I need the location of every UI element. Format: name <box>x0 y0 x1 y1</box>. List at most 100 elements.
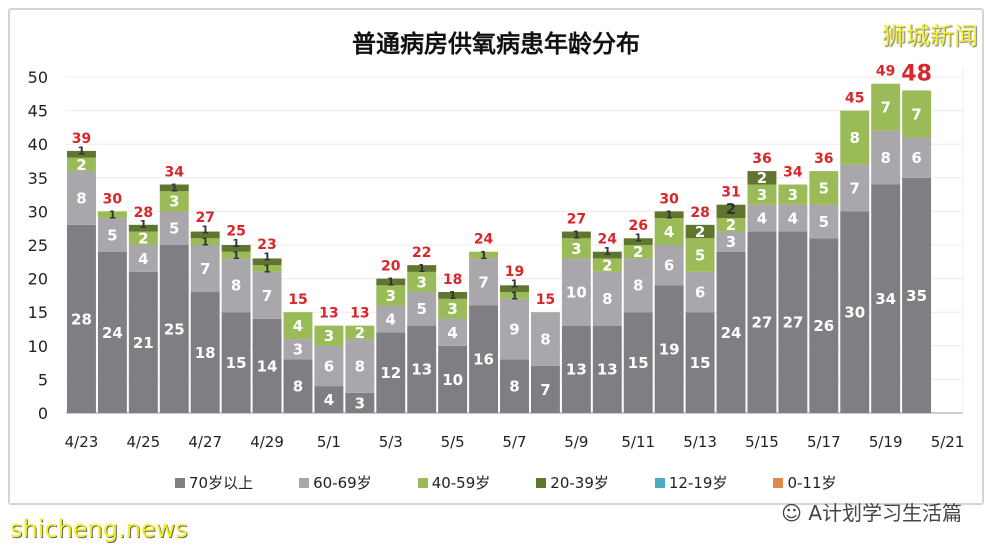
x-tick-label: 5/9 <box>564 433 588 451</box>
data-label: 24 <box>102 324 123 342</box>
legend-item: 20-39岁 <box>536 472 609 493</box>
data-label: 4 <box>386 310 396 328</box>
data-label: 2 <box>138 230 148 248</box>
data-label: 7 <box>262 287 272 305</box>
data-label: 2 <box>695 223 705 241</box>
bar-segment <box>623 245 653 259</box>
total-label: 28 <box>690 205 709 221</box>
bar-segment <box>592 258 622 272</box>
bar-segment <box>438 318 468 346</box>
bar-segment <box>128 224 158 232</box>
data-label: 1 <box>78 144 86 157</box>
data-label: 7 <box>850 179 860 197</box>
data-label: 15 <box>226 354 247 372</box>
bar-segment <box>902 177 932 413</box>
data-label: 25 <box>164 320 185 338</box>
total-label: 31 <box>721 185 740 201</box>
data-label: 6 <box>695 283 705 301</box>
total-label: 39 <box>72 131 91 147</box>
y-tick-label: 20 <box>28 270 48 289</box>
total-label: 15 <box>536 292 555 308</box>
data-label: 1 <box>201 236 209 249</box>
bar-segment <box>159 191 189 212</box>
data-label: 34 <box>875 290 896 308</box>
bar-segment <box>97 218 127 252</box>
data-label: 15 <box>690 354 711 372</box>
bar-segment <box>97 251 127 413</box>
bar-segment <box>716 218 746 232</box>
bar-segment <box>221 251 251 259</box>
y-tick-label: 50 <box>28 68 48 87</box>
data-label: 15 <box>628 354 649 372</box>
legend-label: 20-39岁 <box>550 474 609 492</box>
bar-segment <box>530 365 560 413</box>
y-tick-label: 30 <box>28 202 48 221</box>
bar-segment <box>500 292 529 299</box>
legend-item: 0-11岁 <box>773 472 837 493</box>
chart-title: 普通病房供氧病患年龄分布 <box>352 30 640 58</box>
data-label: 1 <box>109 209 117 222</box>
data-label: 14 <box>257 357 278 375</box>
wechat-icon: ☺ <box>781 501 809 525</box>
bar-segment <box>190 231 220 239</box>
bar-segment <box>685 271 715 313</box>
total-label: 49 <box>876 64 895 80</box>
data-label: 8 <box>880 149 890 167</box>
bar-segment <box>128 245 158 272</box>
x-tick-label: 5/21 <box>931 433 965 451</box>
bar-segment <box>716 231 746 252</box>
total-label: 13 <box>319 306 338 322</box>
bar-segment <box>67 157 96 172</box>
legend-item: 70岁以上 <box>175 472 253 493</box>
data-label: 27 <box>782 314 803 332</box>
bar-segment <box>623 312 653 413</box>
data-label: 3 <box>726 233 736 251</box>
data-label: 35 <box>906 287 927 305</box>
data-label: 1 <box>139 218 147 231</box>
legend-label: 70岁以上 <box>189 474 254 492</box>
bar-segment <box>469 258 499 306</box>
bar-segment <box>159 245 189 413</box>
bar-segment <box>592 251 622 259</box>
data-label: 8 <box>633 277 643 295</box>
data-label: 4 <box>757 210 767 228</box>
data-label: 2 <box>602 257 612 275</box>
bar-segment <box>778 231 808 413</box>
legend-swatch <box>417 477 428 488</box>
data-label: 2 <box>726 216 736 234</box>
data-label: 3 <box>293 341 303 359</box>
bar-segment <box>623 238 653 245</box>
data-label: 3 <box>757 186 767 204</box>
bar-segment <box>747 184 777 205</box>
x-tick-label: 4/23 <box>65 433 99 451</box>
bar-segment <box>252 258 282 266</box>
bar-segment <box>376 285 406 306</box>
y-tick-label: 15 <box>28 303 48 322</box>
data-label: 3 <box>571 240 581 258</box>
data-label: 5 <box>416 300 426 318</box>
data-label: 1 <box>573 228 581 241</box>
total-label: 34 <box>783 165 803 181</box>
bar-segment <box>747 231 777 413</box>
legend-item: 12-19岁 <box>654 472 728 493</box>
bar-segment <box>438 292 468 299</box>
legend-label: 12-19岁 <box>668 474 728 492</box>
data-label: 1 <box>170 181 178 194</box>
bar-segment <box>159 184 189 192</box>
legend-item: 40-59岁 <box>417 472 490 493</box>
wechat-source-label: A计划学习生活篇 <box>808 501 962 525</box>
total-label: 13 <box>350 306 369 322</box>
data-label: 5 <box>169 220 179 238</box>
total-label: 36 <box>814 151 833 167</box>
data-label: 3 <box>324 327 334 345</box>
data-label: 24 <box>721 324 742 342</box>
data-label: 1 <box>511 277 519 290</box>
total-label: 26 <box>628 218 647 234</box>
bar-segment <box>283 312 313 340</box>
data-label: 1 <box>232 237 240 250</box>
bar-segment <box>376 332 406 413</box>
bar-segment <box>778 204 808 232</box>
data-label: 1 <box>480 249 488 262</box>
data-label: 7 <box>478 273 488 291</box>
x-tick-label: 5/17 <box>807 433 841 451</box>
